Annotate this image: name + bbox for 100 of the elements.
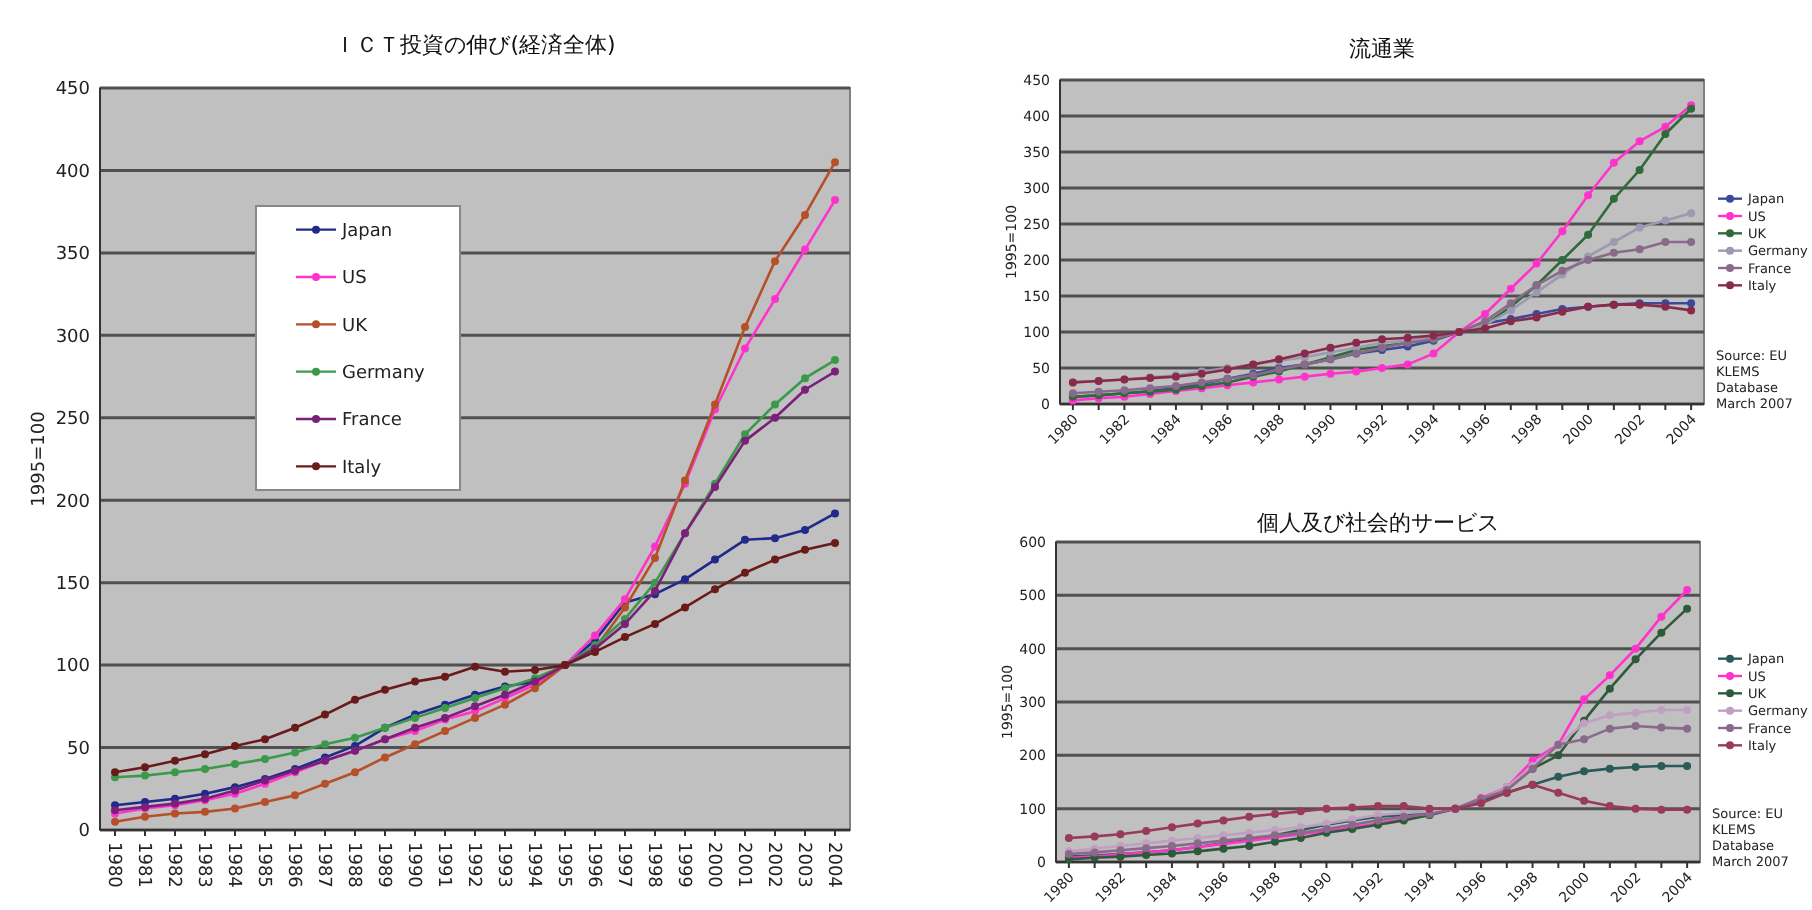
point xyxy=(1580,796,1589,805)
xtick: 1982 xyxy=(162,842,183,888)
point xyxy=(711,400,719,409)
point xyxy=(321,710,329,719)
point xyxy=(1661,238,1670,246)
xtick: 1986 xyxy=(282,842,303,888)
point xyxy=(351,695,359,704)
point xyxy=(1631,655,1640,664)
ytick: 350 xyxy=(55,245,90,266)
point xyxy=(1609,248,1618,257)
point xyxy=(1657,628,1666,637)
point xyxy=(1657,762,1666,770)
point xyxy=(1558,256,1567,264)
ytick: 50 xyxy=(67,739,90,760)
ytick: 450 xyxy=(55,80,90,101)
point xyxy=(141,771,149,780)
point xyxy=(471,713,479,722)
xtick: 2003 xyxy=(792,842,813,888)
point xyxy=(501,667,509,676)
point xyxy=(321,779,329,788)
xtick: 1989 xyxy=(372,842,393,888)
point xyxy=(1605,711,1614,720)
point xyxy=(1683,805,1692,814)
point xyxy=(1580,767,1589,776)
point xyxy=(1605,724,1614,733)
xtick: 1984 xyxy=(222,842,243,888)
xtick: 1983 xyxy=(192,842,213,888)
point xyxy=(771,400,779,409)
point xyxy=(1167,842,1176,850)
point xyxy=(801,525,809,534)
point xyxy=(651,542,659,551)
point xyxy=(651,553,659,562)
point xyxy=(741,344,749,353)
point xyxy=(651,619,659,628)
ytick: 150 xyxy=(55,574,90,595)
point xyxy=(411,677,419,686)
point xyxy=(141,763,149,772)
point xyxy=(801,374,809,383)
point xyxy=(471,702,479,711)
point xyxy=(831,367,839,376)
point xyxy=(291,723,299,732)
point xyxy=(1322,804,1331,813)
point xyxy=(231,760,239,769)
point xyxy=(801,545,809,554)
point xyxy=(1687,238,1696,246)
point xyxy=(1657,612,1666,621)
point xyxy=(1506,284,1515,293)
point xyxy=(1605,684,1614,693)
point xyxy=(1270,810,1279,818)
point xyxy=(1245,842,1254,850)
point xyxy=(501,700,509,709)
xtick: 1992 xyxy=(462,842,483,888)
point xyxy=(111,817,119,826)
point xyxy=(1609,194,1618,203)
point xyxy=(831,539,839,548)
point xyxy=(1219,816,1228,825)
legend-label: US xyxy=(342,269,368,290)
point xyxy=(141,812,149,821)
point xyxy=(1683,724,1692,733)
point xyxy=(1635,245,1644,254)
point xyxy=(231,741,239,750)
point xyxy=(801,210,809,219)
point xyxy=(201,764,209,773)
xtick: 2000 xyxy=(702,842,723,888)
point xyxy=(261,797,269,806)
point xyxy=(741,323,749,332)
point xyxy=(351,733,359,742)
point xyxy=(261,755,269,764)
point xyxy=(1580,735,1589,744)
point xyxy=(1352,338,1361,347)
point xyxy=(1532,259,1541,268)
point xyxy=(441,672,449,681)
xtick: 1996 xyxy=(582,842,603,888)
point xyxy=(831,196,839,205)
point xyxy=(1580,695,1589,704)
xtick: 1991 xyxy=(432,842,453,888)
point xyxy=(351,768,359,777)
point xyxy=(321,740,329,749)
point xyxy=(1554,751,1563,760)
point xyxy=(1116,830,1125,839)
legend-label: UK xyxy=(342,316,370,337)
point xyxy=(1193,819,1202,828)
xtick: 1998 xyxy=(642,842,663,888)
ylabel: 1995=100 xyxy=(30,411,50,507)
point xyxy=(1631,722,1640,730)
point xyxy=(741,568,749,577)
point xyxy=(1274,375,1283,384)
point xyxy=(681,603,689,612)
point xyxy=(1661,130,1670,138)
xtick: 1980 xyxy=(102,842,123,888)
point xyxy=(291,748,299,757)
point xyxy=(411,740,419,749)
ytick: 300 xyxy=(55,327,90,348)
point xyxy=(621,619,629,628)
xtick: 1988 xyxy=(342,842,363,888)
title: 個人及び社会的サービス xyxy=(1257,510,1499,536)
point xyxy=(1399,802,1408,810)
point xyxy=(1635,223,1644,232)
point xyxy=(681,575,689,584)
point xyxy=(1326,369,1335,378)
